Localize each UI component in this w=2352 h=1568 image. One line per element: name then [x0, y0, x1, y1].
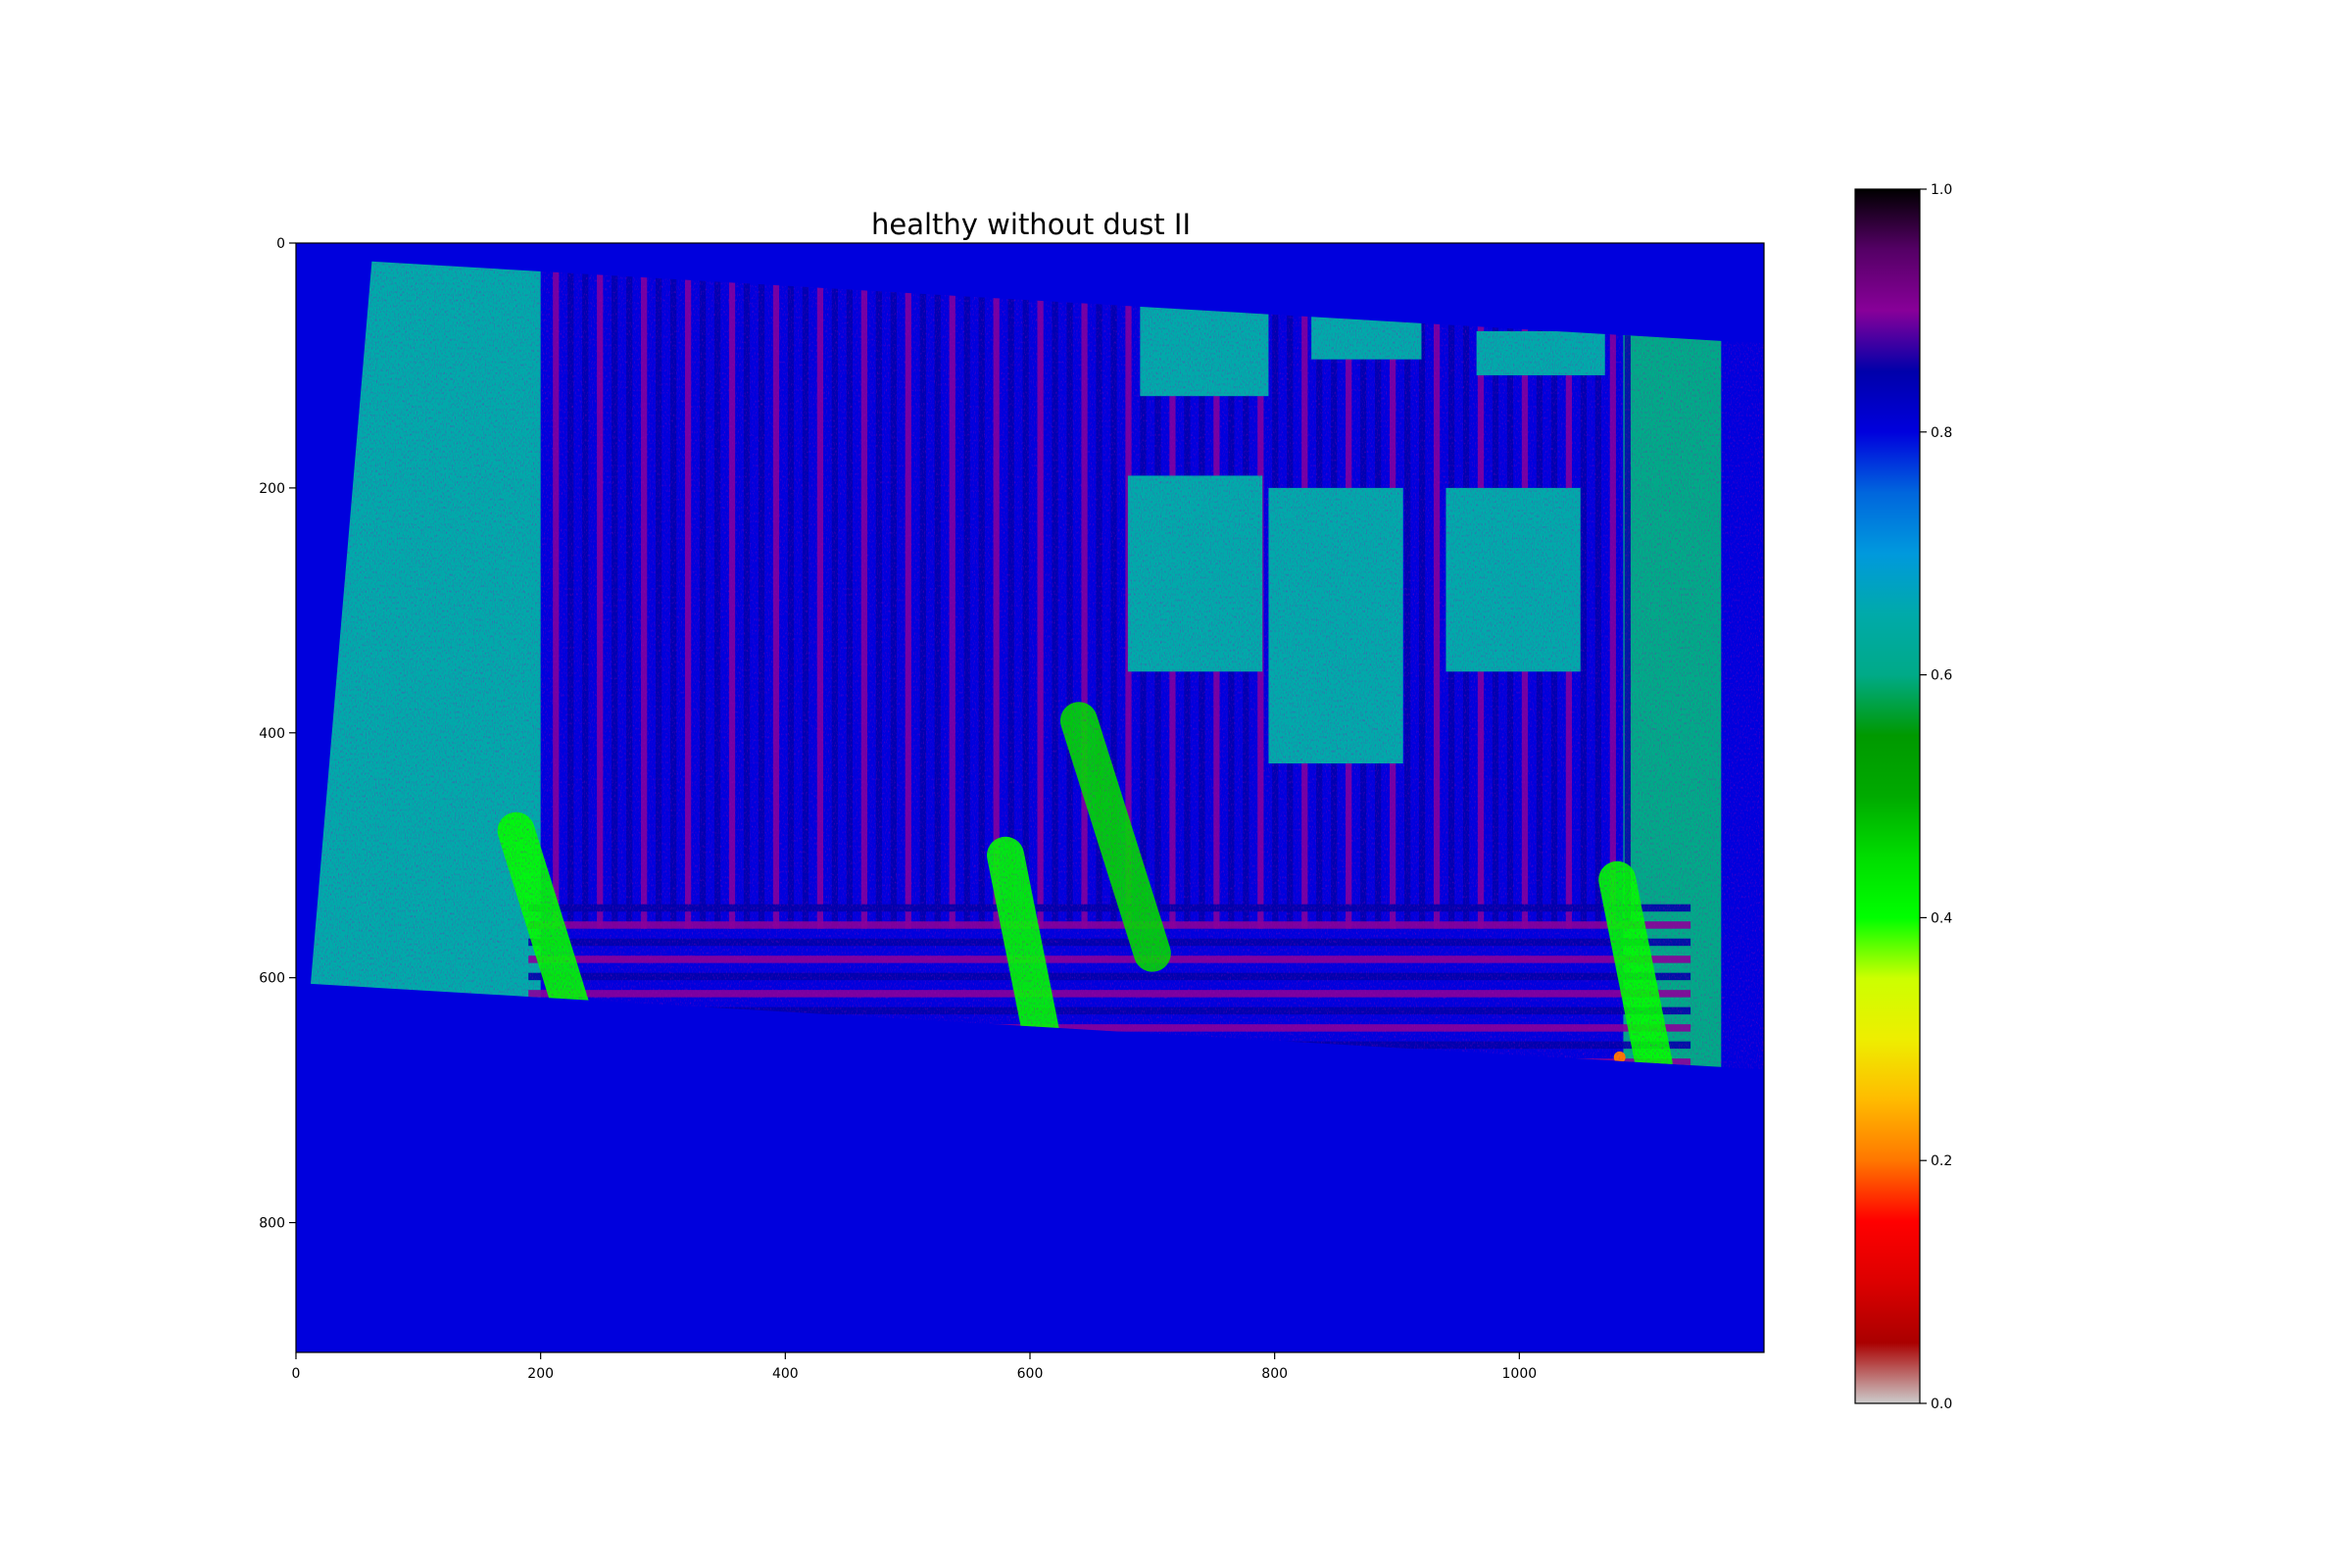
y-tick-label: 800: [259, 1216, 285, 1232]
x-axis: 0 200 400 600 800 1000: [292, 1352, 1538, 1382]
colorbar: 0.0 0.2 0.4 0.6 0.8 1.0: [1855, 182, 1952, 1412]
x-tick-label: 0: [292, 1366, 301, 1382]
y-tick-label: 200: [259, 481, 285, 497]
x-tick-label: 600: [1017, 1366, 1044, 1382]
colorbar-tick-label: 1.0: [1931, 182, 1952, 198]
colorbar-ticks: 0.0 0.2 0.4 0.6 0.8 1.0: [1920, 182, 1952, 1412]
y-tick-label: 600: [259, 971, 285, 987]
x-tick-label: 1000: [1502, 1366, 1538, 1382]
colorbar-tick-label: 0.6: [1931, 668, 1952, 684]
colorbar-tick-label: 0.2: [1931, 1153, 1952, 1169]
y-axis: 0 200 400 600 800: [259, 236, 296, 1232]
colorbar-scale: [1855, 189, 1920, 1403]
colorbar-tick-label: 0.0: [1931, 1396, 1952, 1412]
colorbar-tick-label: 0.4: [1931, 910, 1952, 926]
y-tick-label: 0: [276, 236, 285, 252]
x-tick-label: 200: [527, 1366, 554, 1382]
plot-area: [296, 243, 1764, 1352]
chart-title: healthy without dust II: [871, 208, 1191, 241]
x-tick-label: 400: [772, 1366, 799, 1382]
y-tick-label: 400: [259, 726, 285, 742]
x-tick-label: 800: [1261, 1366, 1288, 1382]
colorbar-tick-label: 0.8: [1931, 425, 1952, 441]
